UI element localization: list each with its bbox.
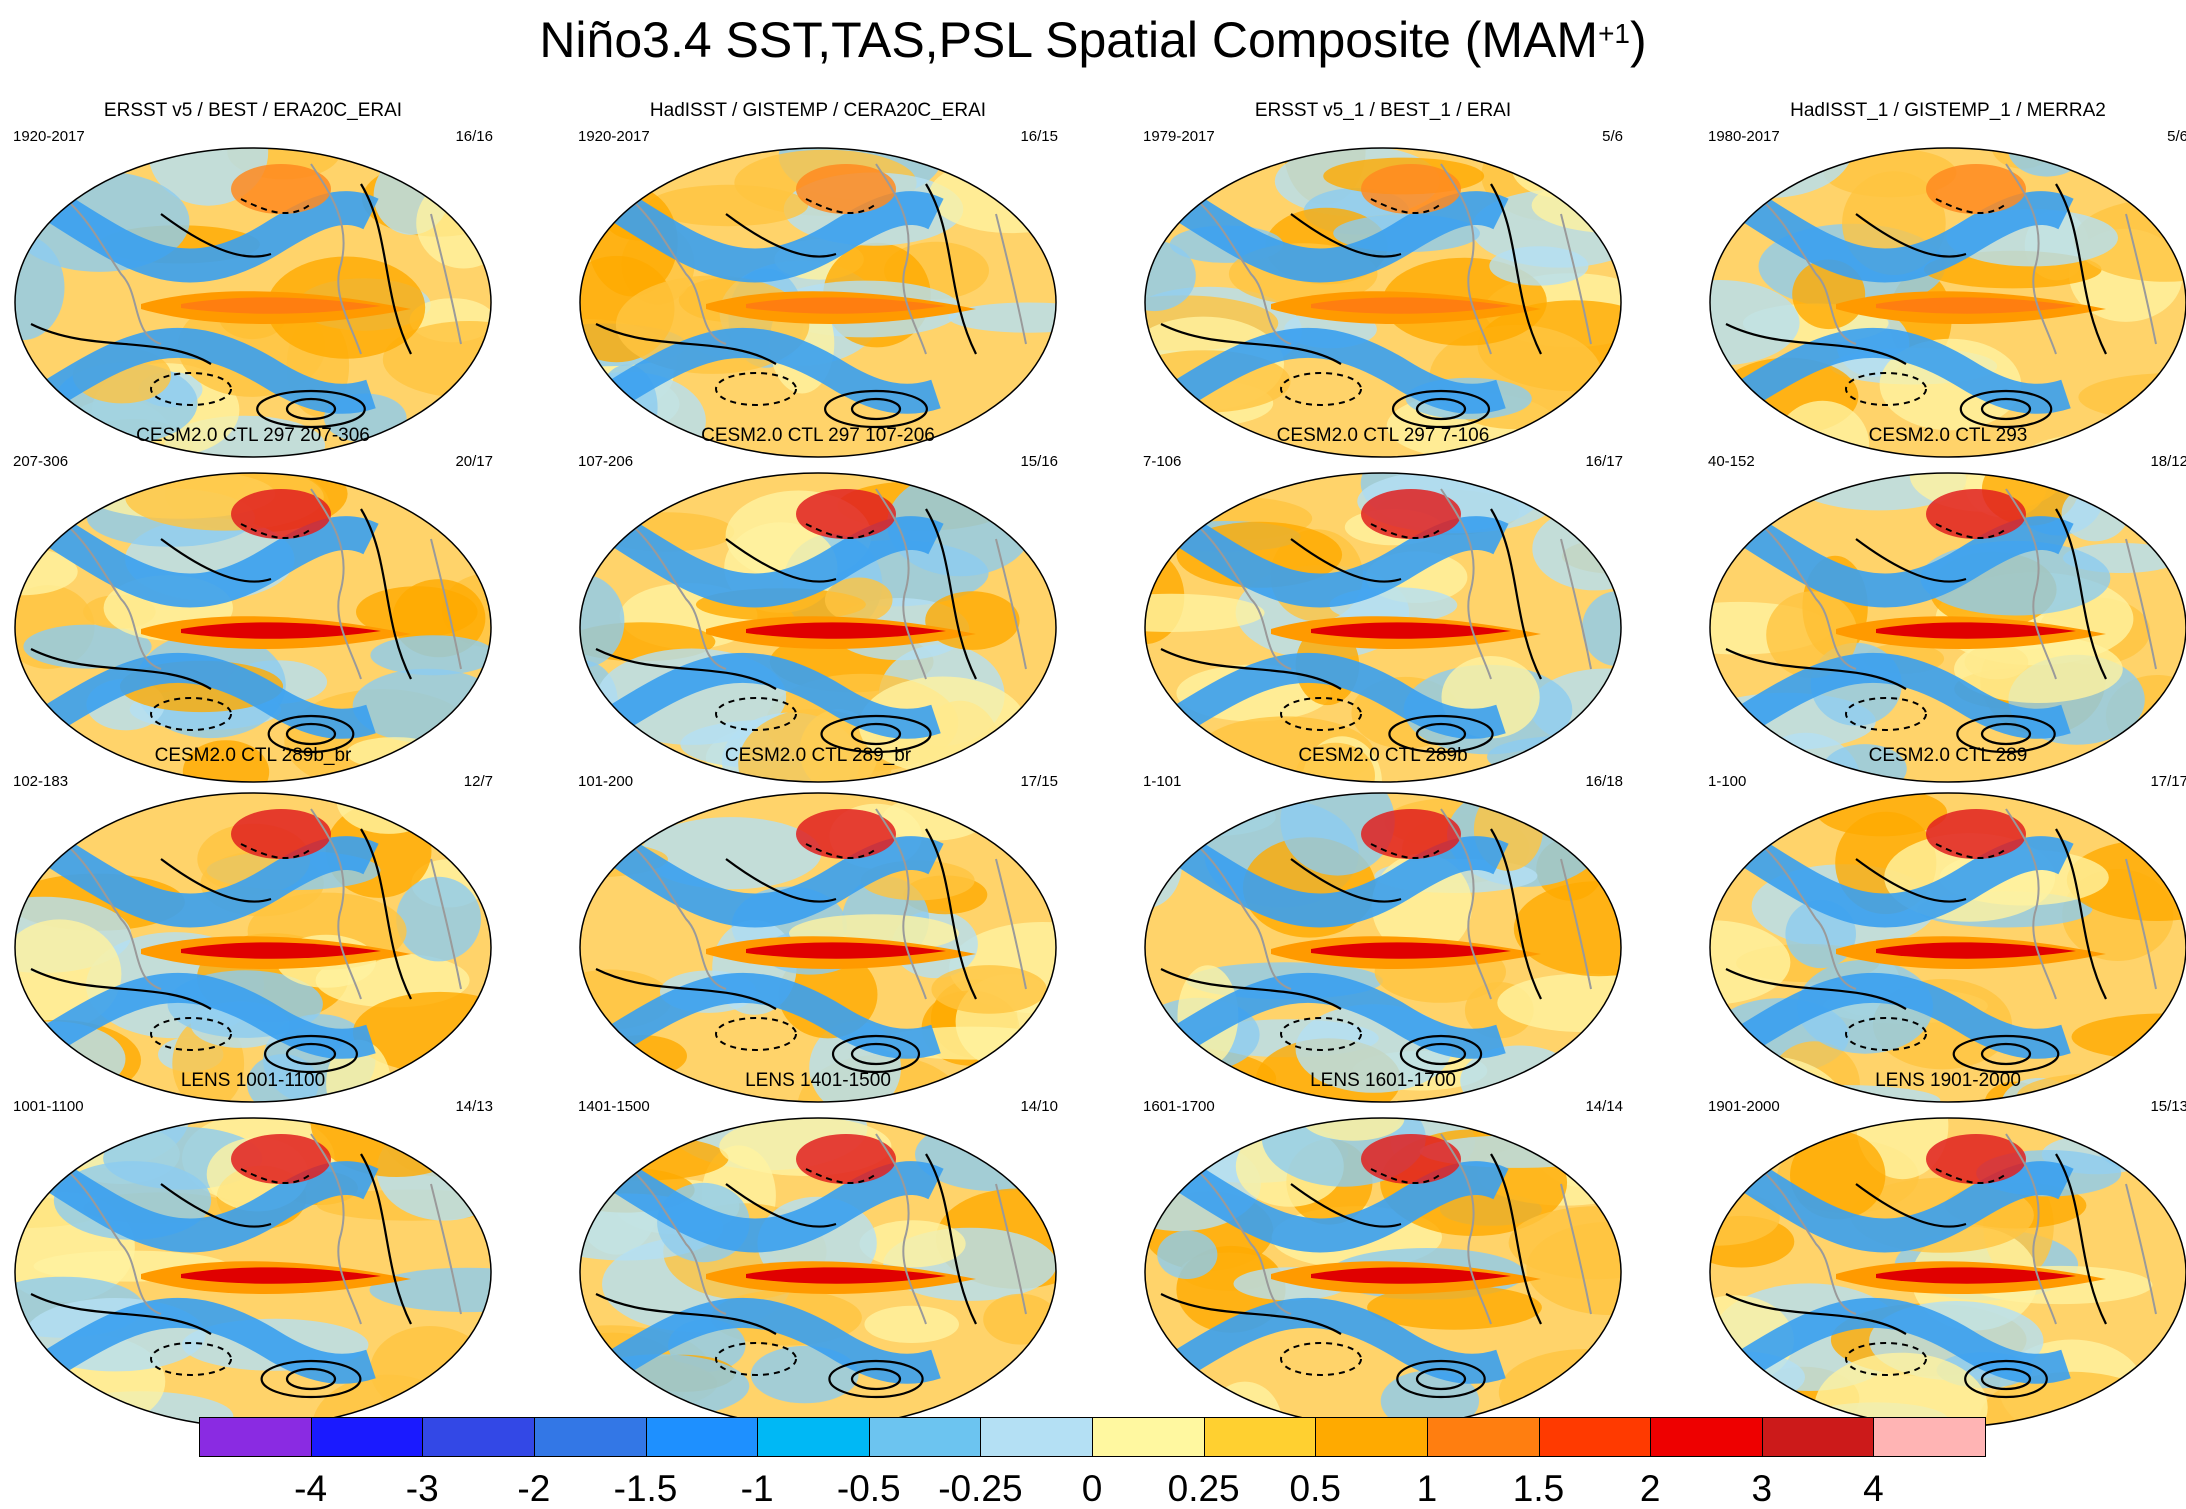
title-close: ) (1630, 12, 1647, 68)
composite-map (576, 469, 1060, 786)
panel-title: LENS 1001-1100 (3, 1070, 503, 1092)
colorbar-swatch (646, 1417, 759, 1457)
panel-title: CESM2.0 CTL 297 207-306 (3, 425, 503, 447)
composite-map (11, 469, 495, 786)
panel-title: LENS 1601-1700 (1133, 1070, 1633, 1092)
colorbar-swatch (311, 1417, 424, 1457)
title-superscript: +1 (1598, 18, 1630, 49)
composite-map (576, 1114, 1060, 1431)
colorbar-swatch (1873, 1417, 1986, 1457)
composite-map (1706, 469, 2186, 786)
colorbar-swatch (199, 1417, 312, 1457)
figure-title: Niño3.4 SST,TAS,PSL Spatial Composite (M… (0, 10, 2186, 70)
panel-title: HadISST_1 / GISTEMP_1 / MERRA2 (1698, 100, 2186, 122)
colorbar-swatch (1539, 1417, 1652, 1457)
title-text: Niño3.4 SST,TAS,PSL Spatial Composite (M… (539, 12, 1598, 68)
composite-map (1706, 789, 2186, 1106)
composite-map (1141, 469, 1625, 786)
composite-map (1706, 144, 2186, 461)
colorbar-swatch (534, 1417, 647, 1457)
colorbar-label: 2 (1640, 1470, 1661, 1508)
colorbar-swatch (422, 1417, 535, 1457)
panel-title: HadISST / GISTEMP / CERA20C_ERAI (568, 100, 1068, 122)
composite-map (576, 789, 1060, 1106)
colorbar-swatch (1204, 1417, 1317, 1457)
colorbar-label: 0.25 (1168, 1470, 1240, 1508)
panel-title: LENS 1901-2000 (1698, 1070, 2186, 1092)
composite-map (1706, 1114, 2186, 1431)
composite-map (1141, 144, 1625, 461)
colorbar (199, 1417, 1985, 1459)
colorbar-label: -3 (406, 1470, 439, 1508)
colorbar-swatch (1650, 1417, 1763, 1457)
composite-map (1141, 1114, 1625, 1431)
colorbar-swatch (980, 1417, 1093, 1457)
colorbar-label: 3 (1751, 1470, 1772, 1508)
colorbar-label: -1 (741, 1470, 774, 1508)
panel-title: CESM2.0 CTL 289b_br (3, 745, 503, 767)
colorbar-label: 0 (1082, 1470, 1103, 1508)
colorbar-swatch (869, 1417, 982, 1457)
colorbar-label: 0.5 (1290, 1470, 1341, 1508)
panel-title: CESM2.0 CTL 297 107-206 (568, 425, 1068, 447)
colorbar-swatch (1092, 1417, 1205, 1457)
colorbar-label: -0.5 (837, 1470, 901, 1508)
composite-map (1141, 789, 1625, 1106)
panel-title: CESM2.0 CTL 293 (1698, 425, 2186, 447)
panel-title: CESM2.0 CTL 289 (1698, 745, 2186, 767)
colorbar-label: -4 (294, 1470, 327, 1508)
colorbar-label: -1.5 (614, 1470, 678, 1508)
colorbar-label: -0.25 (938, 1470, 1022, 1508)
colorbar-swatch (1427, 1417, 1540, 1457)
colorbar-swatch (757, 1417, 870, 1457)
panel-title: CESM2.0 CTL 289b (1133, 745, 1633, 767)
composite-map (576, 144, 1060, 461)
composite-map (11, 144, 495, 461)
colorbar-label: 1 (1417, 1470, 1438, 1508)
colorbar-label: 1.5 (1513, 1470, 1564, 1508)
composite-map (11, 1114, 495, 1431)
panel-title: ERSST v5_1 / BEST_1 / ERAI (1133, 100, 1633, 122)
composite-map (11, 789, 495, 1106)
panel-title: ERSST v5 / BEST / ERA20C_ERAI (3, 100, 503, 122)
panel-title: CESM2.0 CTL 289_br (568, 745, 1068, 767)
panel-title: LENS 1401-1500 (568, 1070, 1068, 1092)
colorbar-label: 4 (1863, 1470, 1884, 1508)
panel-title: CESM2.0 CTL 297 7-106 (1133, 425, 1633, 447)
colorbar-swatch (1315, 1417, 1428, 1457)
colorbar-label: -2 (517, 1470, 550, 1508)
colorbar-swatch (1762, 1417, 1875, 1457)
